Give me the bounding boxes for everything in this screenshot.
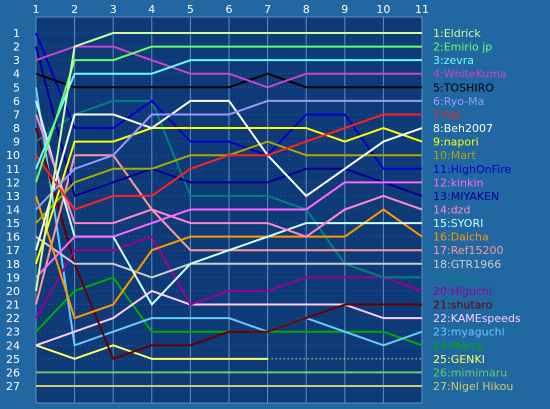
series-line <box>35 45 422 183</box>
x-tick-label: 3 <box>110 3 117 16</box>
y-tick-label: 23 <box>6 326 20 339</box>
y-tick-label: 19 <box>6 271 20 284</box>
series-line <box>35 45 422 89</box>
x-tick-label: 5 <box>187 3 194 16</box>
series-line <box>35 114 423 238</box>
series-line <box>35 235 422 279</box>
legend-label: 15:SYORI <box>433 217 483 230</box>
y-tick-label: 13 <box>6 190 20 203</box>
series-line <box>35 72 422 89</box>
series-line <box>35 99 422 211</box>
y-tick-label: 2 <box>13 41 20 54</box>
legend-label: 21:shutaro <box>433 299 493 312</box>
series-line <box>35 32 422 170</box>
legend-label: 17:Ref15200 <box>433 244 504 257</box>
legend-label: 23:myaguchi <box>433 326 505 339</box>
y-tick-label: 1 <box>13 27 20 40</box>
y-tick-label: 3 <box>13 54 20 67</box>
legend-label: 24:Marcy <box>433 339 484 352</box>
series-line <box>35 181 422 279</box>
y-tick-label: 4 <box>13 68 20 81</box>
series-line <box>35 344 268 360</box>
y-tick-label: 11 <box>6 163 20 176</box>
series-line <box>35 32 422 292</box>
y-tick-label: 7 <box>13 108 20 121</box>
series-line <box>35 127 422 360</box>
x-tick-label: 1 <box>33 3 40 16</box>
legend-label: 19:Negi <box>433 271 476 284</box>
y-tick-label: 6 <box>13 95 20 108</box>
series-line <box>35 195 423 320</box>
legend-label: 6:Ryo-Ma <box>433 95 484 108</box>
y-tick-label: 21 <box>6 299 20 312</box>
series-line <box>35 46 423 197</box>
series-line <box>35 235 423 319</box>
series-line <box>35 99 423 251</box>
legend-label: 4:WhiteKuma <box>433 68 507 81</box>
y-tick-label: 5 <box>13 81 20 94</box>
x-tick-label: 6 <box>226 3 233 16</box>
legend-label: 1:Eldrick <box>433 27 481 40</box>
legend-label: 5:TOSHIRO <box>433 81 494 94</box>
y-tick-label: 25 <box>6 353 20 366</box>
legend-label: 20:Higuchi <box>433 285 492 298</box>
legend-label: 16:Daicha <box>433 231 489 244</box>
y-tick-label: 17 <box>6 244 20 257</box>
legend-label: 13:MIYAKEN <box>433 190 499 203</box>
legend-label: 2:Emirio jp <box>433 41 492 54</box>
y-tick-label: 24 <box>6 339 20 352</box>
series-line <box>35 289 422 347</box>
x-tick-label: 9 <box>341 3 348 16</box>
legend-label: 26:mimimaru <box>433 366 507 379</box>
series-line <box>35 87 423 347</box>
series-line <box>35 127 423 265</box>
y-tick-label: 18 <box>6 258 20 271</box>
x-tick-label: 4 <box>148 3 155 16</box>
legend-label: 14:dzd <box>433 204 470 217</box>
legend-label: 12:kinkin <box>433 176 484 189</box>
legend-label: 27:Nigel Hikou <box>433 380 513 393</box>
y-tick-label: 26 <box>6 366 20 379</box>
x-tick-label: 7 <box>264 3 271 16</box>
y-tick-label: 9 <box>13 136 20 149</box>
series-line <box>35 113 422 211</box>
x-tick-label: 8 <box>303 3 310 16</box>
y-tick-label: 27 <box>6 380 20 393</box>
legend-label: 8:Beh2007 <box>433 122 493 135</box>
legend-label: 7:fuji <box>433 108 461 121</box>
x-tick-label: 11 <box>415 3 429 16</box>
legend-label: 11:HighOnFire <box>433 163 511 176</box>
legend-label: 3:zevra <box>433 54 474 67</box>
y-tick-label: 10 <box>6 149 20 162</box>
legend-label: 10:Mart <box>433 149 476 162</box>
x-axis-ticks: 1 2 3 4 5 6 7 8 9 10 11 <box>33 3 430 16</box>
y-tick-label: 15 <box>6 217 20 230</box>
series-line <box>35 99 422 279</box>
y-tick-label: 16 <box>6 231 20 244</box>
y-tick-label: 14 <box>6 204 20 217</box>
y-tick-label: 12 <box>6 176 20 189</box>
y-axis-ticks: 1234567891011121314151617181920212223242… <box>6 27 20 393</box>
x-tick-label: 2 <box>71 3 78 16</box>
series-lines <box>35 32 423 387</box>
series-line <box>35 59 422 170</box>
x-tick-label: 10 <box>376 3 390 16</box>
y-tick-label: 20 <box>6 285 20 298</box>
y-tick-label: 22 <box>6 312 20 325</box>
y-tick-label: 8 <box>13 122 20 135</box>
legend-label: 25:GENKI <box>433 353 485 366</box>
legend-label: 9:napori <box>433 136 479 149</box>
legend-label: 18:GTR1966 <box>433 258 501 271</box>
legend-label: 22:KAMEspeeds <box>433 312 521 325</box>
